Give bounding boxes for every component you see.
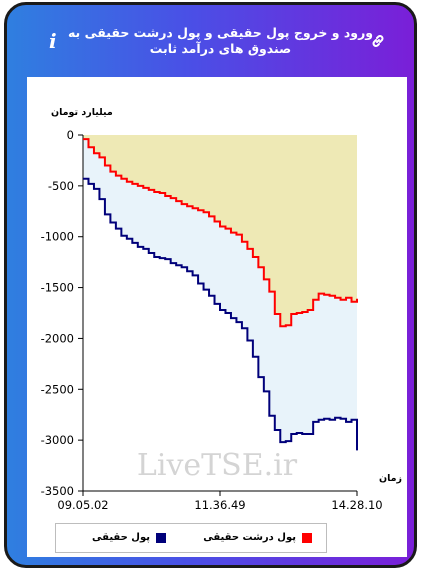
series-line-real-money <box>83 177 358 451</box>
x-axis-label: زمان <box>379 473 402 484</box>
y-tick-label: 0 <box>67 128 74 142</box>
legend-item-big-money[interactable]: پول درشت حقیقی <box>203 532 312 543</box>
legend-label: پول درشت حقیقی <box>203 532 296 543</box>
x-tick-label: 14.28.10 <box>331 498 382 512</box>
series-line-big-money <box>83 138 358 328</box>
legend-label: پول حقیقی <box>92 532 150 543</box>
y-tick-label: -2500 <box>41 382 74 396</box>
link-icon[interactable] <box>370 33 386 49</box>
legend-item-real-money[interactable]: پول حقیقی <box>92 532 166 543</box>
legend-swatch-red <box>302 532 312 543</box>
chart-card: i ورود و خروج پول حقیقی و پول درشت حقیقی… <box>4 2 417 568</box>
upper-area <box>83 135 357 327</box>
x-tick-label: 11.36.49 <box>194 498 245 512</box>
watermark: LiveTSE.ir <box>137 448 298 483</box>
line-chart: LiveTSE.ir 0 -500 -1000 -1500 -2000 -2500 -3000… <box>41 107 402 512</box>
chart-title: ورود و خروج پول حقیقی و پول درشت حقیقی ب… <box>67 25 374 56</box>
legend: پول درشت حقیقی پول حقیقی <box>55 523 327 553</box>
y-tick-label: -500 <box>48 179 74 193</box>
legend-swatch-navy <box>156 532 166 543</box>
card-header: i ورود و خروج پول حقیقی و پول درشت حقیقی… <box>7 5 414 71</box>
y-tick-label: -2000 <box>41 331 74 345</box>
y-tick-label: -3000 <box>41 433 74 447</box>
band-area <box>83 139 357 451</box>
chart-panel: LiveTSE.ir 0 -500 -1000 -1500 -2000 -2500 -3000… <box>27 77 407 557</box>
y-tick-label: -1500 <box>41 281 74 295</box>
x-tick-label: 09.05.02 <box>57 498 108 512</box>
y-axis-label: میلیارد تومان <box>51 107 113 118</box>
y-tick-label: -1000 <box>41 230 74 244</box>
info-icon[interactable]: i <box>49 29 57 53</box>
y-tick-label: -3500 <box>41 484 74 498</box>
